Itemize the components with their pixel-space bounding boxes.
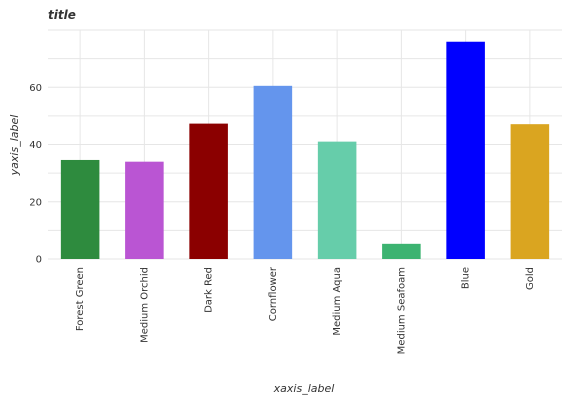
bars [60, 41, 550, 260]
chart-title: title [48, 8, 76, 22]
bar [317, 141, 357, 259]
bar [382, 243, 421, 259]
x-tick-label: Cornflower [268, 266, 279, 321]
y-tick-label: 40 [29, 140, 42, 151]
y-tick-label: 60 [29, 83, 42, 94]
x-tick-label: Gold [525, 267, 536, 290]
y-tick-labels: 0 20 40 60 [29, 83, 42, 266]
y-tick-label: 0 [36, 255, 42, 266]
x-tick-label: Blue [461, 267, 472, 289]
y-axis-label: yaxis_label [8, 115, 21, 177]
bar [510, 124, 550, 260]
bar [60, 159, 100, 259]
x-axis-label: xaxis_label [273, 382, 335, 395]
bar [189, 123, 228, 259]
x-tick-labels: Forest Green Medium Orchid Dark Red Cornflo… [75, 266, 536, 354]
x-tick-label: Forest Green [75, 267, 86, 331]
bar [253, 85, 293, 259]
x-tick-label: Medium Seafoam [396, 267, 407, 354]
y-tick-label: 20 [29, 197, 42, 208]
x-tick-label: Medium Aqua [332, 267, 343, 336]
x-tick-label: Medium Orchid [139, 267, 150, 343]
bar [125, 161, 164, 259]
bar [446, 41, 485, 259]
x-tick-label: Dark Red [204, 267, 215, 313]
